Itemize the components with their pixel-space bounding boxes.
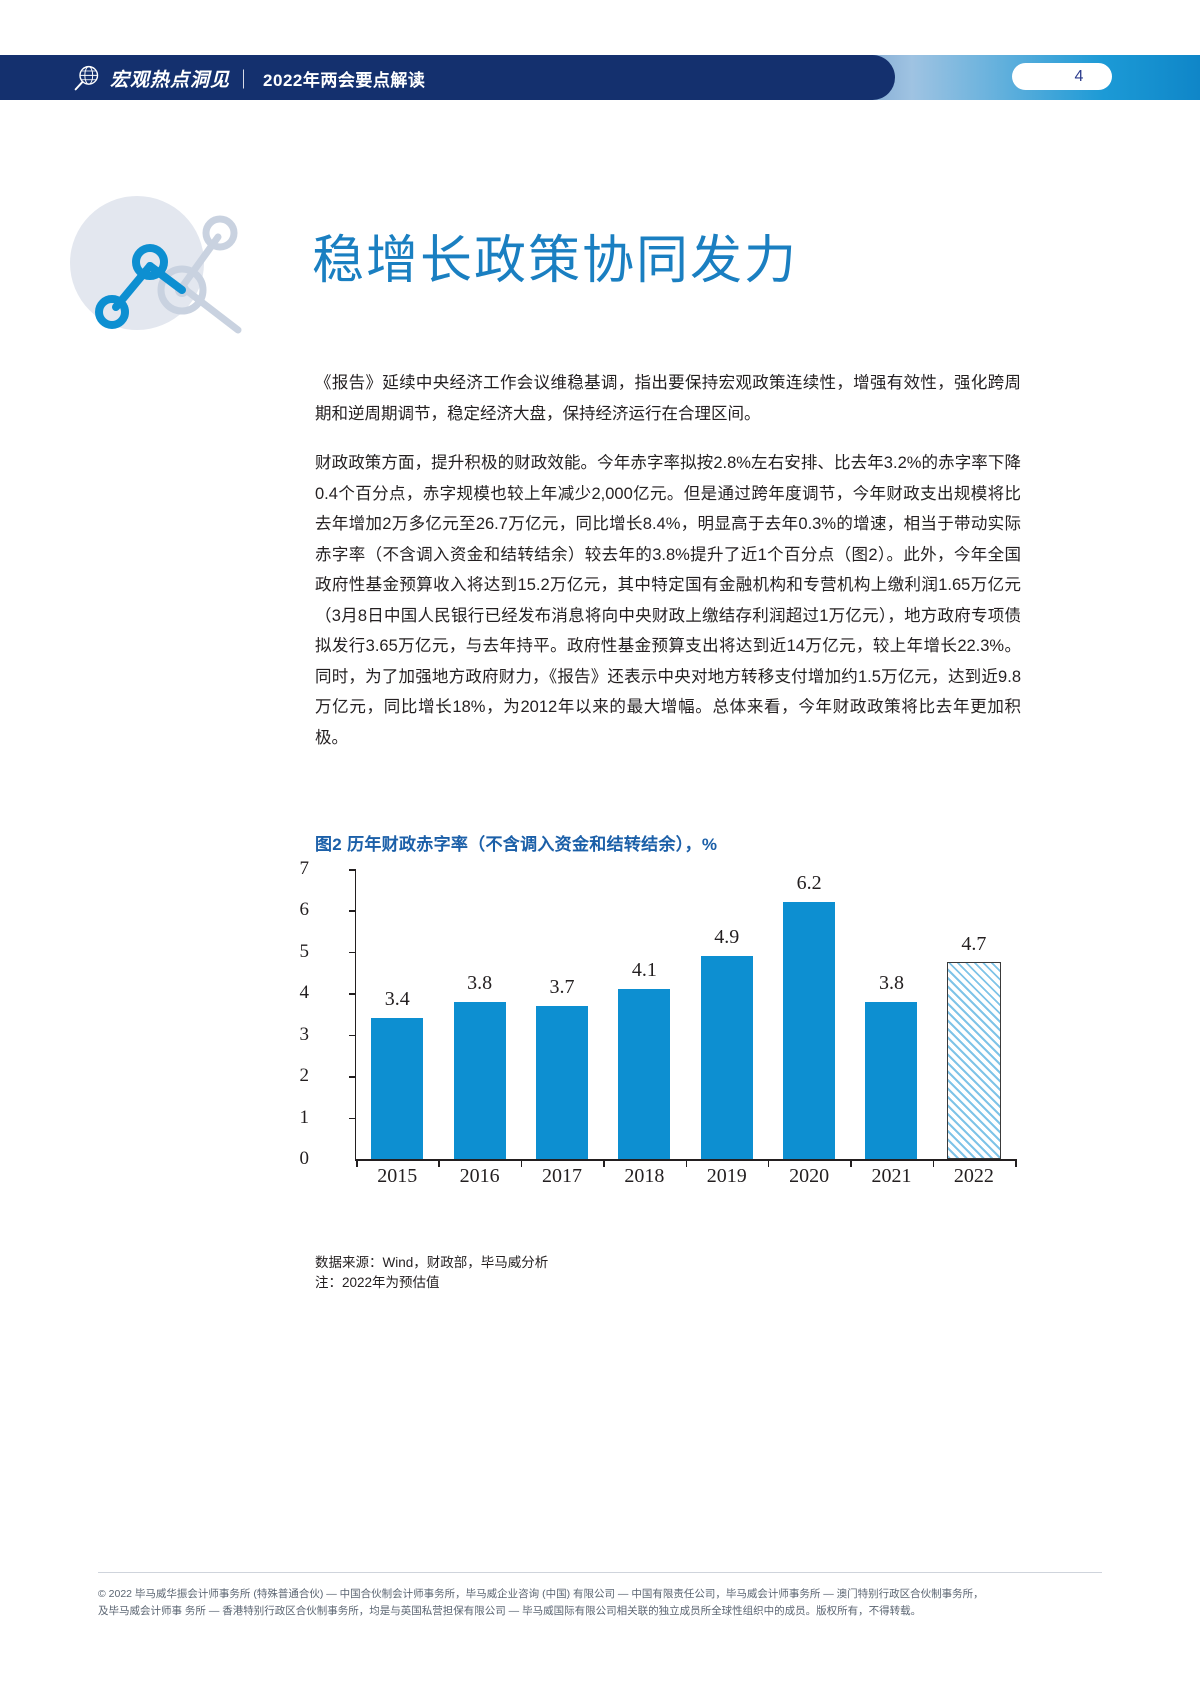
y-tick-1: 1 (299, 1106, 310, 1128)
y-tick-5: 5 (299, 940, 310, 962)
footer-line-1: © 2022 毕马威华振会计师事务所 (特殊普通合伙) — 中国合伙制会计师事务… (98, 1588, 984, 1600)
header-title-group: 宏观热点洞见 ｜ 2022年两会要点解读 (110, 63, 425, 93)
magnifier-globe-icon (74, 65, 99, 91)
bar-slot: 3.7 (521, 869, 603, 1159)
x-label-2020: 2020 (789, 1165, 830, 1187)
bar-2018: 4.1 (618, 959, 671, 1159)
footer-divider (98, 1572, 1102, 1573)
x-label-2022: 2022 (953, 1165, 994, 1187)
y-tick-2: 2 (299, 1065, 310, 1087)
article-body: 《报告》延续中央经济工作会议维稳基调，指出要保持宏观政策连续性，增强有效性，强化… (315, 368, 1021, 753)
chart-title: 图2 历年财政赤字率（不含调入资金和结转结余），% (315, 835, 718, 854)
y-tick-6: 6 (299, 899, 310, 921)
x-tick-mark (685, 1159, 687, 1167)
bar-2019: 4.9 (700, 926, 753, 1159)
bar-2016: 3.8 (453, 972, 506, 1159)
bar-slot: 4.7 (933, 869, 1015, 1159)
page-number: 4 (1074, 67, 1084, 85)
network-nodes-icon (95, 215, 242, 334)
x-tick-mark (1015, 1159, 1017, 1167)
bar-slot: 3.8 (850, 869, 932, 1159)
bar-2017: 3.7 (535, 976, 588, 1159)
bar-slot: 4.1 (603, 869, 685, 1159)
y-tick-7: 7 (299, 858, 310, 879)
y-tick-mark (349, 869, 356, 871)
bar-value-label: 4.1 (631, 959, 657, 982)
x-label-2021: 2021 (871, 1165, 912, 1187)
chart-note: 注：2022年为预估值 (315, 1275, 440, 1290)
section-header: 稳增长政策协同发力 (70, 190, 970, 340)
chart-source: 数据来源：Wind，财政部，毕马威分析 (315, 1255, 549, 1270)
bar-2022: 4.7 (946, 933, 1001, 1159)
x-tick-mark (356, 1159, 358, 1167)
page-number-badge: 4 (1012, 63, 1112, 90)
y-axis (355, 869, 356, 1159)
bar-2015: 3.4 (371, 988, 424, 1159)
bar-value-label: 3.8 (467, 971, 493, 994)
y-tick-3: 3 (299, 1023, 310, 1045)
header-separator: ｜ (234, 69, 255, 91)
chart-notes: 数据来源：Wind，财政部，毕马威分析 注：2022年为预估值 (315, 1253, 1021, 1293)
y-tick-mark (349, 910, 356, 912)
header-subtitle: 2022年两会要点解读 (263, 70, 426, 90)
y-tick-mark (349, 951, 356, 954)
footer-copyright: © 2022 毕马威华振会计师事务所 (特殊普通合伙) — 中国合伙制会计师事务… (98, 1586, 1108, 1620)
bar-value-label: 3.4 (384, 988, 410, 1011)
bar-series: 3.4 3.8 3.7 4.1 4.9 6.2 3.8 4.7 (356, 869, 1015, 1159)
x-tick-mark (850, 1159, 852, 1167)
bar-value-label: 4.9 (714, 926, 740, 948)
x-tick-mark (520, 1159, 523, 1167)
bar-slot: 6.2 (768, 869, 850, 1159)
bar-slot: 4.9 (686, 869, 768, 1159)
x-tick-mark (767, 1159, 770, 1167)
x-label-2019: 2019 (706, 1165, 747, 1187)
y-tick-4: 4 (299, 982, 310, 1004)
header-brand-bar (0, 55, 895, 100)
x-tick-mark (603, 1159, 605, 1167)
x-label-2016: 2016 (459, 1165, 500, 1187)
paragraph-2: 财政政策方面，提升积极的财政效能。今年赤字率拟按2.8%左右安排、比去年3.2%… (315, 454, 1021, 747)
page-title: 稳增长政策协同发力 (312, 232, 799, 290)
x-label-2018: 2018 (624, 1165, 665, 1187)
y-tick-mark (349, 1076, 356, 1078)
bar-2021: 3.8 (865, 972, 918, 1159)
y-tick-mark (349, 1034, 356, 1037)
bar-value-label: 6.2 (796, 872, 822, 895)
header-brand: 宏观热点洞见 (110, 69, 231, 91)
paragraph-1: 《报告》延续中央经济工作会议维稳基调，指出要保持宏观政策连续性，增强有效性，强化… (315, 374, 1021, 423)
bar-value-label: 3.7 (549, 975, 575, 998)
bar-slot: 3.4 (356, 869, 438, 1159)
x-axis (355, 1159, 1015, 1161)
bar-2020: 6.2 (783, 872, 836, 1159)
y-tick-0: 0 (299, 1148, 310, 1169)
y-tick-mark (349, 993, 356, 995)
y-tick-mark (349, 1117, 356, 1120)
bar-value-label: 3.8 (878, 971, 904, 994)
bar-slot: 3.8 (438, 869, 520, 1159)
x-tick-mark (932, 1159, 935, 1167)
x-tick-mark (438, 1159, 440, 1167)
footer-line-2: 及毕马威会计师事 务所 — 香港特别行政区合伙制事务所，均是与英国私营担保有限公… (98, 1605, 922, 1617)
x-label-2017: 2017 (541, 1165, 582, 1187)
x-axis-labels: 2015 2016 2017 2018 2019 2020 2021 2022 (356, 1165, 1015, 1188)
x-label-2015: 2015 (377, 1165, 418, 1187)
bar-value-label: 4.7 (961, 933, 987, 956)
page-header: 宏观热点洞见 ｜ 2022年两会要点解读 4 (0, 0, 1200, 108)
